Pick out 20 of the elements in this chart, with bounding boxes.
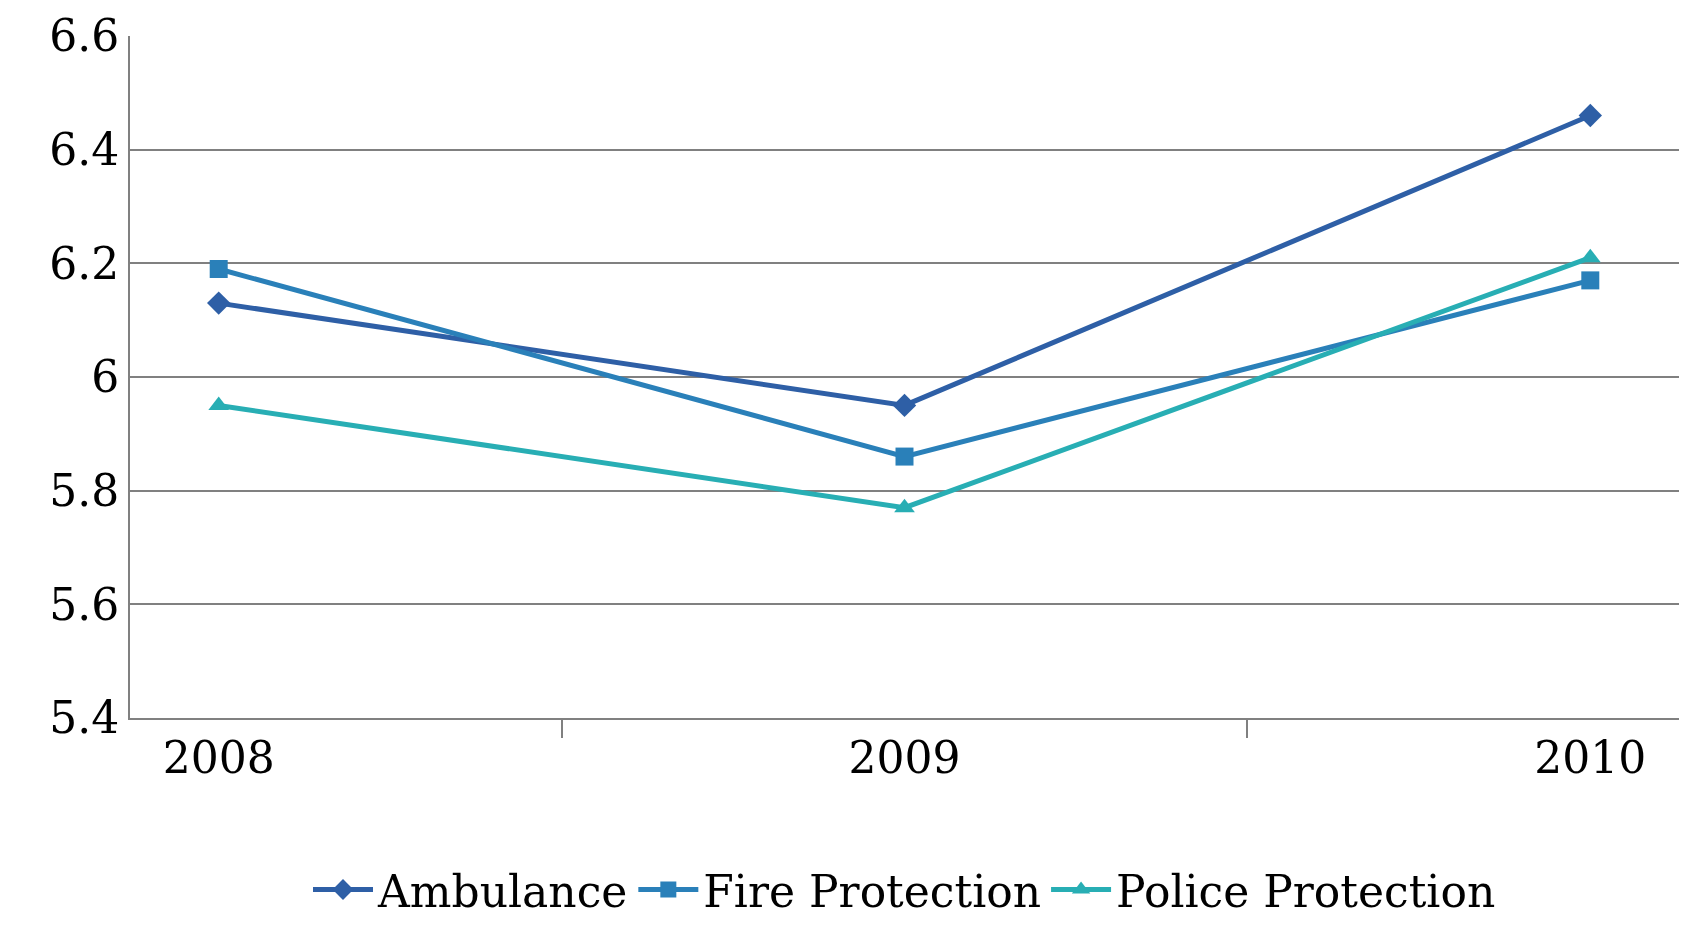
y-tick-label: 6.6	[49, 10, 120, 62]
point	[894, 498, 915, 513]
legend-label: Police Protection	[1116, 865, 1496, 917]
y-tick-label: 5.4	[49, 692, 120, 744]
legend-label: Fire Protection	[703, 865, 1042, 917]
point	[207, 291, 231, 315]
y-tick-label: 5.6	[49, 578, 120, 630]
point	[1578, 103, 1602, 128]
legend-label: Ambulance	[377, 865, 628, 917]
x-tick-label: 2010	[1534, 731, 1647, 783]
y-tick-label: 6.4	[49, 124, 120, 176]
y-tick-label: 6.2	[49, 237, 120, 289]
point	[209, 260, 228, 279]
point	[1581, 271, 1600, 290]
point	[895, 447, 914, 466]
point	[892, 393, 917, 418]
x-tick-label: 2008	[162, 731, 275, 783]
y-tick-label: 5.8	[49, 465, 120, 517]
y-tick-label: 6	[91, 351, 120, 403]
x-tick-label: 2009	[848, 731, 961, 783]
